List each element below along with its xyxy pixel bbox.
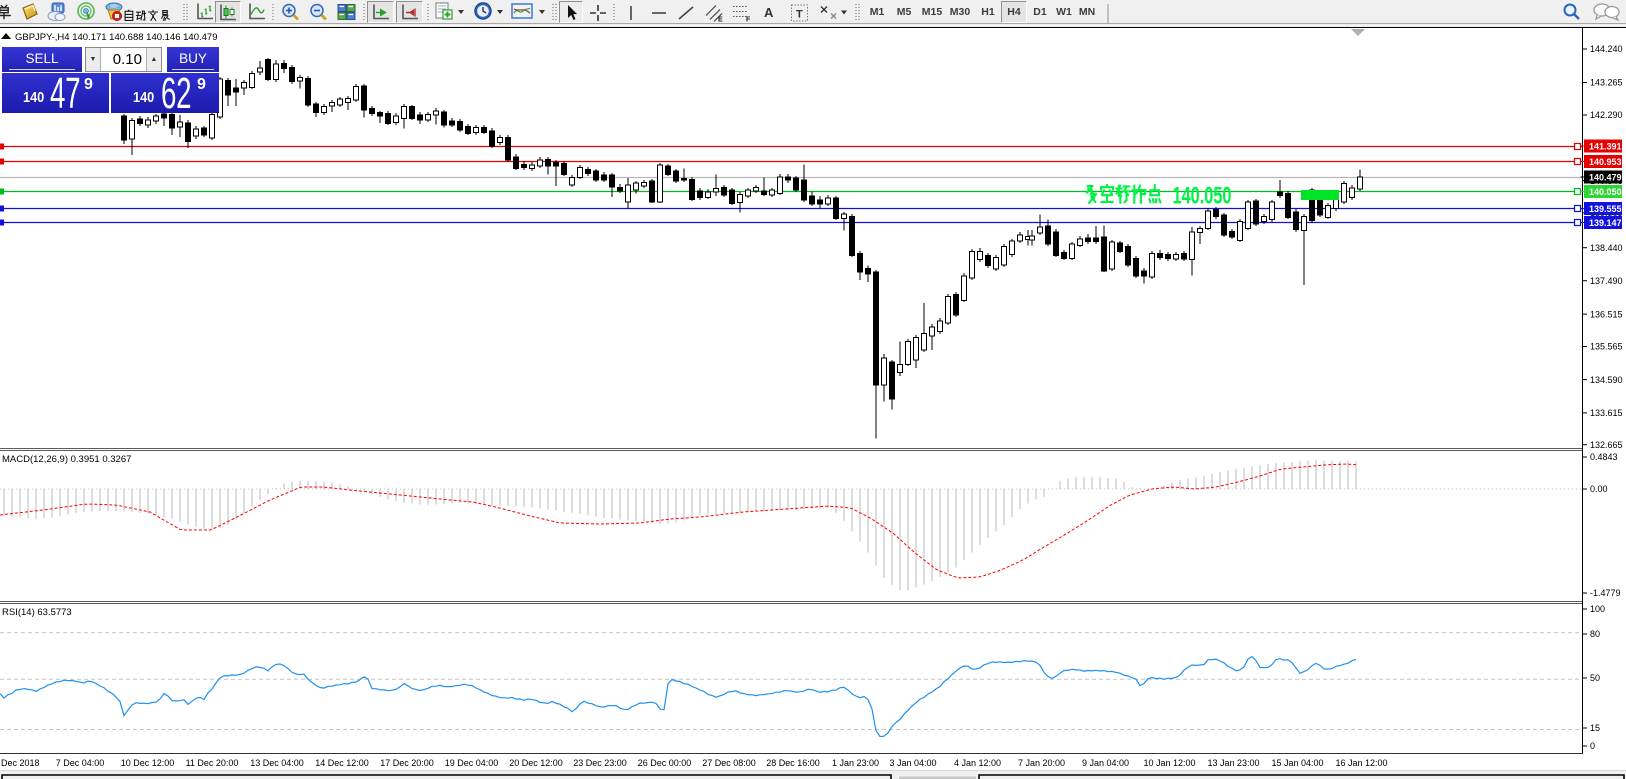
- svg-text:80: 80: [1590, 629, 1600, 639]
- svg-text:E: E: [718, 17, 723, 24]
- svg-text:137.490: 137.490: [1590, 276, 1623, 286]
- svg-text:F: F: [746, 17, 751, 24]
- svg-text:134.590: 134.590: [1590, 375, 1623, 385]
- svg-text:-1.4779: -1.4779: [1590, 588, 1621, 598]
- svg-text:142.290: 142.290: [1590, 110, 1623, 120]
- svg-text:143.265: 143.265: [1590, 78, 1623, 88]
- svg-text:17 Dec 20:00: 17 Dec 20:00: [380, 758, 434, 768]
- svg-text:15: 15: [1590, 723, 1600, 733]
- svg-text:13 Dec 04:00: 13 Dec 04:00: [250, 758, 304, 768]
- svg-text:0: 0: [1590, 741, 1595, 751]
- svg-text:139.147: 139.147: [1589, 218, 1622, 228]
- svg-text:15 Jan 04:00: 15 Jan 04:00: [1271, 758, 1323, 768]
- svg-text:3 Jan 04:00: 3 Jan 04:00: [889, 758, 936, 768]
- svg-text:11 Dec 20:00: 11 Dec 20:00: [186, 758, 239, 768]
- svg-text:13 Jan 23:00: 13 Jan 23:00: [1207, 758, 1259, 768]
- svg-text:50: 50: [1590, 673, 1600, 683]
- svg-text:26 Dec 00:00: 26 Dec 00:00: [638, 758, 692, 768]
- svg-text:14 Dec 12:00: 14 Dec 12:00: [315, 758, 369, 768]
- svg-text:140.953: 140.953: [1589, 157, 1622, 167]
- svg-text:7 Jan 20:00: 7 Jan 20:00: [1018, 758, 1065, 768]
- svg-text:4 Jan 12:00: 4 Jan 12:00: [954, 758, 1001, 768]
- svg-text:141.391: 141.391: [1589, 141, 1622, 151]
- svg-text:28 Dec 16:00: 28 Dec 16:00: [766, 758, 820, 768]
- svg-text:138.440: 138.440: [1590, 243, 1623, 253]
- svg-text:132.665: 132.665: [1590, 440, 1623, 450]
- svg-text:7 Dec 04:00: 7 Dec 04:00: [56, 758, 105, 768]
- svg-text:10 Jan 12:00: 10 Jan 12:00: [1143, 758, 1195, 768]
- svg-text:Dec 2018: Dec 2018: [1, 758, 40, 768]
- svg-text:133.615: 133.615: [1590, 408, 1623, 418]
- svg-text:16 Jan 12:00: 16 Jan 12:00: [1335, 758, 1387, 768]
- svg-text:139.555: 139.555: [1589, 204, 1622, 214]
- svg-text:0.4843: 0.4843: [1590, 452, 1618, 462]
- svg-text:144.240: 144.240: [1590, 44, 1623, 54]
- svg-text:RSI(14) 63.5773: RSI(14) 63.5773: [2, 607, 72, 618]
- svg-text:23 Dec 23:00: 23 Dec 23:00: [573, 758, 627, 768]
- svg-text:GBPJPY-,H4 140.171 140.688 14: GBPJPY-,H4 140.171 140.688 140.146 140.4…: [15, 32, 217, 43]
- svg-text:9 Jan 04:00: 9 Jan 04:00: [1082, 758, 1129, 768]
- svg-text:19 Dec 04:00: 19 Dec 04:00: [445, 758, 499, 768]
- svg-text:140.050: 140.050: [1173, 182, 1232, 209]
- svg-text:136.515: 136.515: [1590, 309, 1623, 319]
- svg-text:27 Dec 08:00: 27 Dec 08:00: [702, 758, 756, 768]
- svg-text:135.565: 135.565: [1590, 342, 1623, 352]
- svg-text:10 Dec 12:00: 10 Dec 12:00: [121, 758, 175, 768]
- svg-text:0.00: 0.00: [1590, 484, 1608, 494]
- svg-text:100: 100: [1590, 604, 1605, 614]
- svg-text:140.479: 140.479: [1589, 172, 1622, 182]
- svg-text:20 Dec 12:00: 20 Dec 12:00: [509, 758, 563, 768]
- svg-text:T: T: [796, 9, 803, 21]
- svg-text:1 Jan 23:00: 1 Jan 23:00: [832, 758, 879, 768]
- svg-text:MACD(12,26,9) 0.3951 0.3267: MACD(12,26,9) 0.3951 0.3267: [2, 454, 131, 465]
- svg-text:140.050: 140.050: [1589, 187, 1622, 197]
